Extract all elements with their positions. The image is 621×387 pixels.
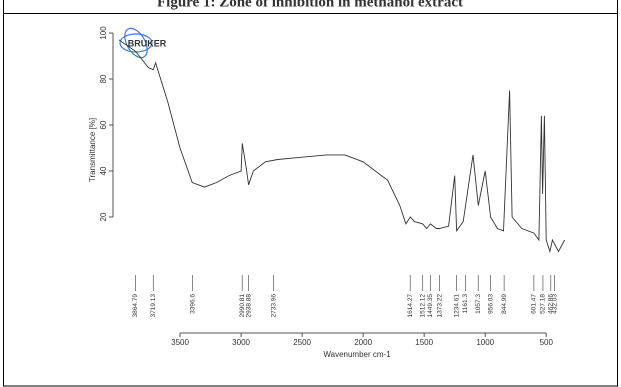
peak-label: 1512.12 <box>419 294 426 318</box>
peak-label: 844.99 <box>501 294 508 314</box>
y-tick-label: 60 <box>99 120 108 129</box>
y-axis-label: Transmittance [%] <box>88 118 97 182</box>
x-tick-label: 1500 <box>415 338 433 347</box>
x-tick-label: 500 <box>540 338 554 347</box>
y-tick-label: 20 <box>99 212 108 221</box>
peak-label: 2938.88 <box>245 294 252 318</box>
x-axis-label: Wavenumber cm-1 <box>323 350 391 359</box>
peak-label: 1057.3 <box>475 294 482 314</box>
peak-label: 956.03 <box>487 294 494 314</box>
x-tick-label: 3000 <box>232 338 250 347</box>
logo-orbit <box>124 27 148 59</box>
peak-label: 2990.81 <box>239 294 246 318</box>
peak-label: 1449.35 <box>427 294 434 318</box>
peak-label: 3719.13 <box>150 294 157 318</box>
peak-label: 1234.61 <box>453 294 460 318</box>
peak-label: 1373.22 <box>436 294 443 318</box>
peak-label: 3396.6 <box>189 294 196 314</box>
spectrum-line <box>118 39 565 254</box>
x-tick-label: 2500 <box>293 338 311 347</box>
peak-label: 2733.96 <box>270 294 277 318</box>
peak-label: 462.86 <box>548 294 555 314</box>
x-tick-label: 1000 <box>476 338 494 347</box>
logo-text: BRUKER <box>128 38 167 48</box>
peak-label: 601.47 <box>531 294 538 314</box>
x-tick-label: 3500 <box>171 338 189 347</box>
peak-label: 3864.79 <box>132 294 139 318</box>
y-tick-label: 40 <box>99 166 108 175</box>
peak-label: 432.03 <box>551 294 558 314</box>
peak-label: 1614.27 <box>407 294 414 318</box>
peak-label: 527.18 <box>540 294 547 314</box>
table-border <box>3 0 618 387</box>
figure-title: Figure 1: Zone of inhibition in methanol… <box>157 0 463 10</box>
logo: BRUKER <box>119 27 167 59</box>
y-tick-label: 80 <box>99 74 108 83</box>
x-tick-label: 2000 <box>354 338 372 347</box>
peak-label: 1161.3 <box>462 294 469 314</box>
y-tick-label: 100 <box>99 26 108 40</box>
